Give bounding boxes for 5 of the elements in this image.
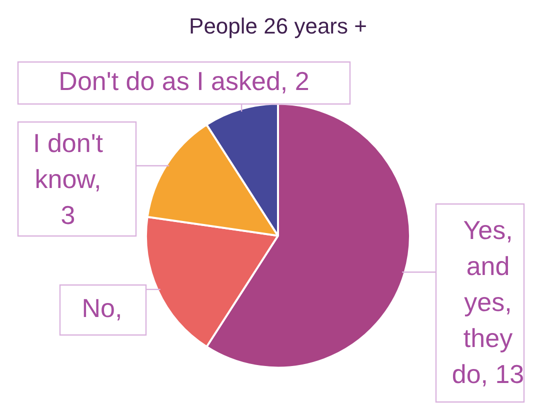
slice-label: No, — [82, 293, 122, 324]
chart-title: People 26 years + — [189, 13, 367, 38]
slice-label: Yes, and yes, they do, 13 — [452, 215, 524, 390]
slice-label: I don't know, 3 — [32, 128, 104, 230]
slice-label: Don't do as I asked, 2 — [58, 66, 310, 96]
